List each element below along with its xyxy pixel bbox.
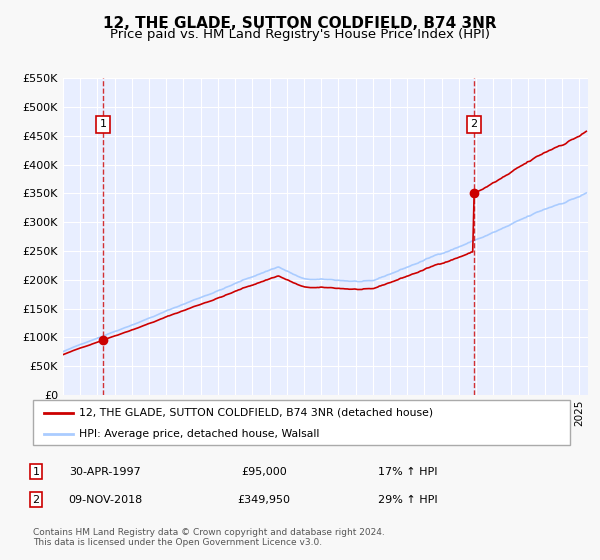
Text: 2: 2 xyxy=(470,119,477,129)
Text: 17% ↑ HPI: 17% ↑ HPI xyxy=(378,466,438,477)
Text: Price paid vs. HM Land Registry's House Price Index (HPI): Price paid vs. HM Land Registry's House … xyxy=(110,28,490,41)
Text: 12, THE GLADE, SUTTON COLDFIELD, B74 3NR (detached house): 12, THE GLADE, SUTTON COLDFIELD, B74 3NR… xyxy=(79,408,433,418)
Text: Contains HM Land Registry data © Crown copyright and database right 2024.
This d: Contains HM Land Registry data © Crown c… xyxy=(33,528,385,547)
Text: 30-APR-1997: 30-APR-1997 xyxy=(69,466,141,477)
Text: 2: 2 xyxy=(32,494,40,505)
FancyBboxPatch shape xyxy=(33,400,570,445)
Text: 1: 1 xyxy=(32,466,40,477)
Text: 1: 1 xyxy=(100,119,107,129)
Text: £95,000: £95,000 xyxy=(241,466,287,477)
Text: 09-NOV-2018: 09-NOV-2018 xyxy=(68,494,142,505)
Text: HPI: Average price, detached house, Walsall: HPI: Average price, detached house, Wals… xyxy=(79,429,319,439)
Text: 12, THE GLADE, SUTTON COLDFIELD, B74 3NR: 12, THE GLADE, SUTTON COLDFIELD, B74 3NR xyxy=(103,16,497,31)
Text: £349,950: £349,950 xyxy=(238,494,290,505)
Text: 29% ↑ HPI: 29% ↑ HPI xyxy=(378,494,438,505)
